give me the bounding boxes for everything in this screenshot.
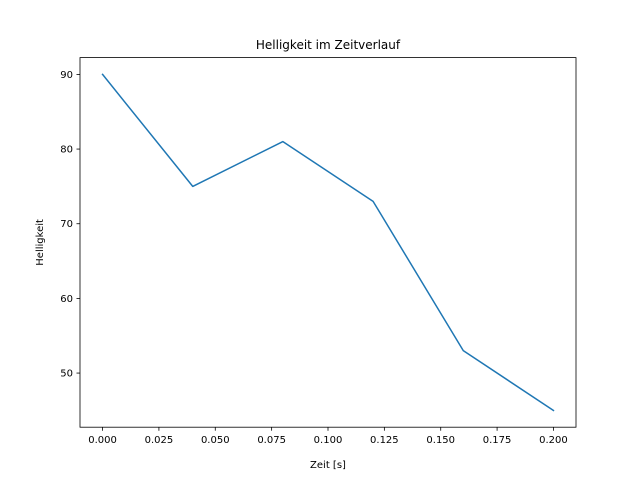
axes-frame (79, 57, 577, 428)
x-tick-label: 0.075 (257, 435, 286, 446)
x-tick-label: 0.200 (539, 435, 568, 446)
y-axis-ticks: 50 60 70 80 90 (60, 70, 80, 380)
y-tick-label: 70 (60, 219, 73, 230)
chart-title: Helligkeit im Zeitverlauf (256, 38, 401, 52)
y-tick-label: 50 (60, 369, 73, 380)
y-tick-label: 80 (60, 145, 73, 156)
x-tick-label: 0.150 (426, 435, 455, 446)
series-line-helligkeit (101, 73, 555, 412)
y-axis-label: Helligkeit (35, 219, 46, 266)
x-tick-label: 0.125 (370, 435, 399, 446)
y-tick-label: 90 (60, 70, 73, 81)
x-axis-ticks: 0.000 0.025 0.050 0.075 0.100 0.125 0.150 0.175… (88, 427, 568, 446)
x-tick-label: 0.175 (483, 435, 512, 446)
x-tick-label: 0.100 (314, 435, 343, 446)
y-tick-label: 60 (60, 294, 73, 305)
x-tick-label: 0.025 (145, 435, 174, 446)
x-axis-label: Zeit [s] (310, 460, 346, 471)
x-tick-label: 0.050 (201, 435, 230, 446)
x-tick-label: 0.000 (88, 435, 117, 446)
